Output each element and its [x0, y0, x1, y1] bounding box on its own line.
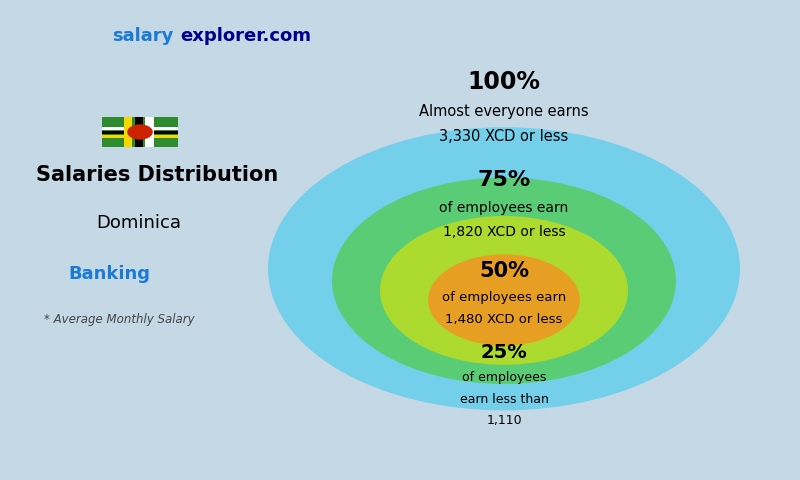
Text: salary: salary: [112, 27, 174, 45]
Text: of employees earn: of employees earn: [442, 291, 566, 304]
Text: 100%: 100%: [467, 70, 541, 94]
Circle shape: [332, 178, 676, 384]
Text: of employees earn: of employees earn: [439, 201, 569, 215]
Text: 25%: 25%: [481, 343, 527, 362]
Bar: [124, 117, 132, 147]
Text: 3,330 XCD or less: 3,330 XCD or less: [439, 129, 569, 144]
Circle shape: [268, 127, 740, 410]
Bar: [102, 117, 178, 147]
Text: 1,110: 1,110: [486, 414, 522, 428]
Text: 75%: 75%: [478, 170, 530, 190]
Bar: [146, 117, 154, 147]
Circle shape: [380, 216, 628, 365]
Text: 50%: 50%: [479, 261, 529, 281]
Bar: [102, 127, 178, 130]
Text: earn less than: earn less than: [459, 393, 549, 406]
Text: explorer.com: explorer.com: [180, 27, 311, 45]
Bar: [134, 117, 142, 147]
Text: * Average Monthly Salary: * Average Monthly Salary: [44, 312, 194, 326]
Bar: [102, 131, 178, 134]
Text: Banking: Banking: [68, 264, 150, 283]
Bar: [102, 135, 178, 138]
Text: 1,820 XCD or less: 1,820 XCD or less: [442, 225, 566, 239]
Text: of employees: of employees: [462, 371, 546, 384]
Text: Almost everyone earns: Almost everyone earns: [419, 104, 589, 119]
Text: Salaries Distribution: Salaries Distribution: [36, 165, 278, 185]
Text: Dominica: Dominica: [96, 214, 181, 232]
Text: 1,480 XCD or less: 1,480 XCD or less: [446, 312, 562, 326]
Circle shape: [127, 124, 153, 140]
Circle shape: [428, 254, 580, 346]
